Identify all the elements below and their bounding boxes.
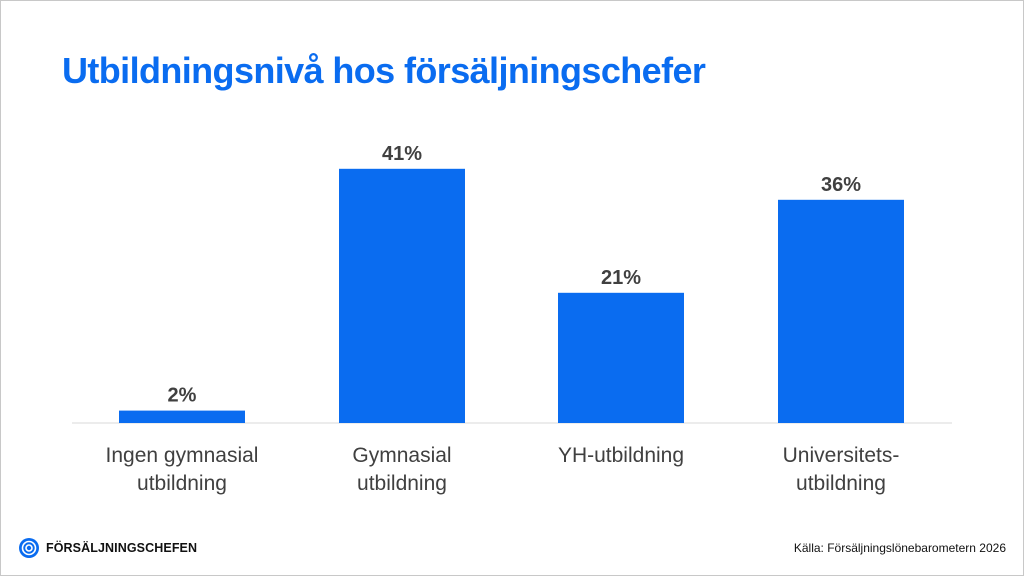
data-label: 2%: [168, 385, 197, 407]
source-note: Källa: Försäljningslönebarometern 2026: [793, 541, 1006, 555]
category-label: utbildning: [357, 472, 447, 495]
bar: [778, 199, 904, 423]
target-icon: [19, 538, 39, 558]
bar: [558, 292, 684, 423]
category-label: YH-utbildning: [558, 444, 684, 467]
chart-title: Utbildningsnivå hos försäljningschefer: [62, 50, 706, 91]
category-label: Universitets-: [783, 444, 900, 467]
category-label: utbildning: [796, 472, 886, 495]
category-label: Gymnasial: [352, 444, 451, 467]
data-label: 36%: [821, 174, 861, 196]
data-label: 41%: [382, 143, 422, 165]
category-label: Ingen gymnasial: [106, 444, 259, 467]
category-label: utbildning: [137, 472, 227, 495]
data-label: 21%: [601, 267, 641, 289]
bar: [119, 410, 245, 423]
brand-logo: FÖRSÄLJNINGSCHEFEN: [18, 537, 197, 559]
bar: [339, 168, 465, 423]
brand-name: FÖRSÄLJNINGSCHEFEN: [46, 541, 198, 555]
